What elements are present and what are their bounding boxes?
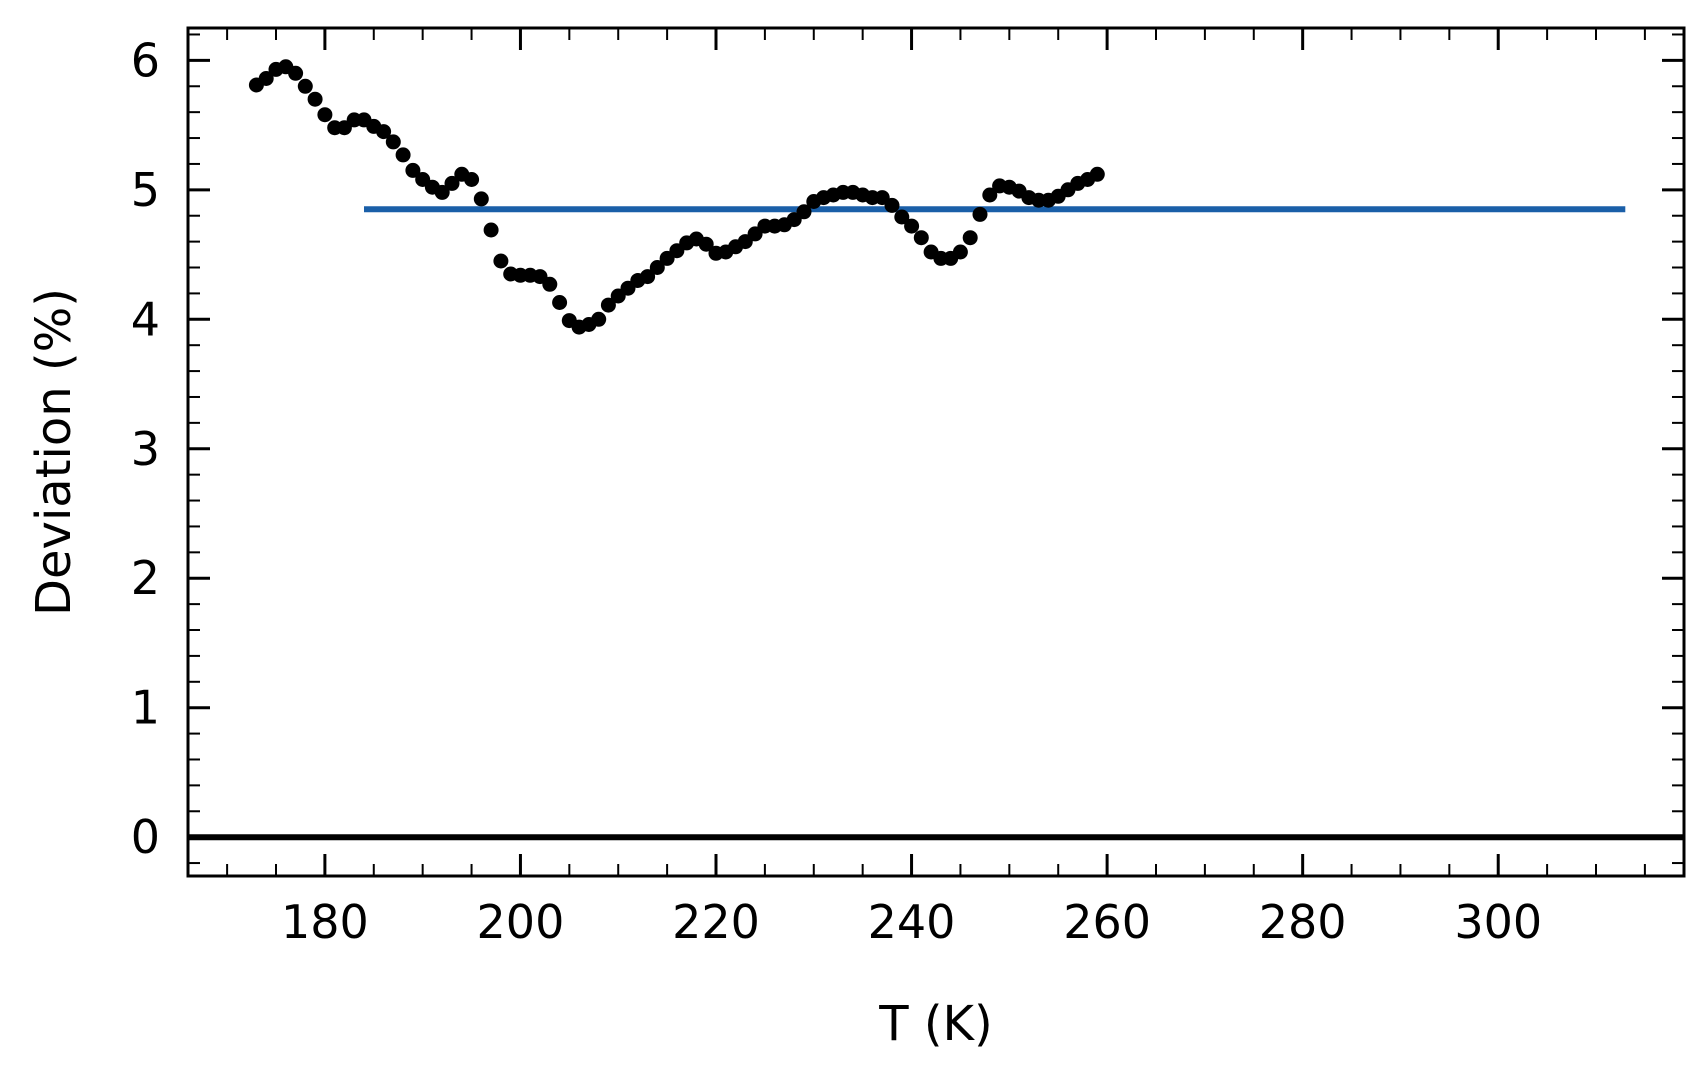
x-tick-label: 180 (281, 895, 369, 949)
data-point (395, 147, 411, 163)
data-point (288, 65, 304, 81)
data-point (952, 244, 968, 260)
data-point (493, 253, 509, 269)
data-point (884, 197, 900, 213)
y-tick-label: 0 (131, 810, 160, 864)
data-point (982, 187, 998, 203)
y-tick-label: 3 (131, 422, 160, 476)
data-point (405, 162, 421, 178)
x-tick-label: 220 (672, 895, 760, 949)
data-point (894, 209, 910, 225)
data-point (317, 107, 333, 123)
y-tick-label: 6 (131, 33, 160, 87)
data-point (464, 172, 480, 187)
y-tick-label: 4 (131, 292, 160, 346)
plot-content (188, 59, 1684, 841)
x-axis-label: T (K) (878, 996, 993, 1052)
data-point (796, 204, 812, 220)
y-axis-label: Deviation (%) (26, 288, 82, 616)
data-point (962, 230, 978, 246)
data-point (258, 71, 274, 86)
x-tick-label: 300 (1454, 895, 1542, 949)
x-tick-label: 200 (477, 895, 565, 949)
data-point (483, 222, 499, 238)
data-point (640, 269, 656, 285)
y-tick-label: 1 (131, 681, 160, 735)
data-point (600, 297, 616, 313)
x-tick-label: 280 (1259, 895, 1347, 949)
x-tick-label: 240 (868, 895, 956, 949)
data-point (1089, 166, 1105, 182)
data-point (542, 276, 558, 292)
data-point (904, 218, 920, 234)
data-point (552, 295, 568, 310)
data-point (698, 236, 714, 252)
data-point (376, 124, 392, 140)
data-point (444, 175, 460, 191)
data-point (972, 206, 988, 222)
data-point (913, 230, 929, 246)
plot-frame (186, 26, 1686, 878)
data-point (434, 184, 450, 200)
data-point (385, 134, 401, 150)
y-tick-label: 2 (131, 551, 160, 605)
axis-ticks (188, 28, 1684, 876)
data-point (591, 311, 607, 327)
tick-labels: 180 200 220 240 260 280 300 0 1 2 3 4 5 6 (131, 33, 1542, 949)
data-point (307, 91, 323, 107)
y-tick-label: 5 (131, 163, 160, 217)
x-tick-label: 260 (1063, 895, 1151, 949)
data-point (649, 260, 665, 275)
data-point (473, 191, 489, 207)
data-point (297, 78, 313, 94)
